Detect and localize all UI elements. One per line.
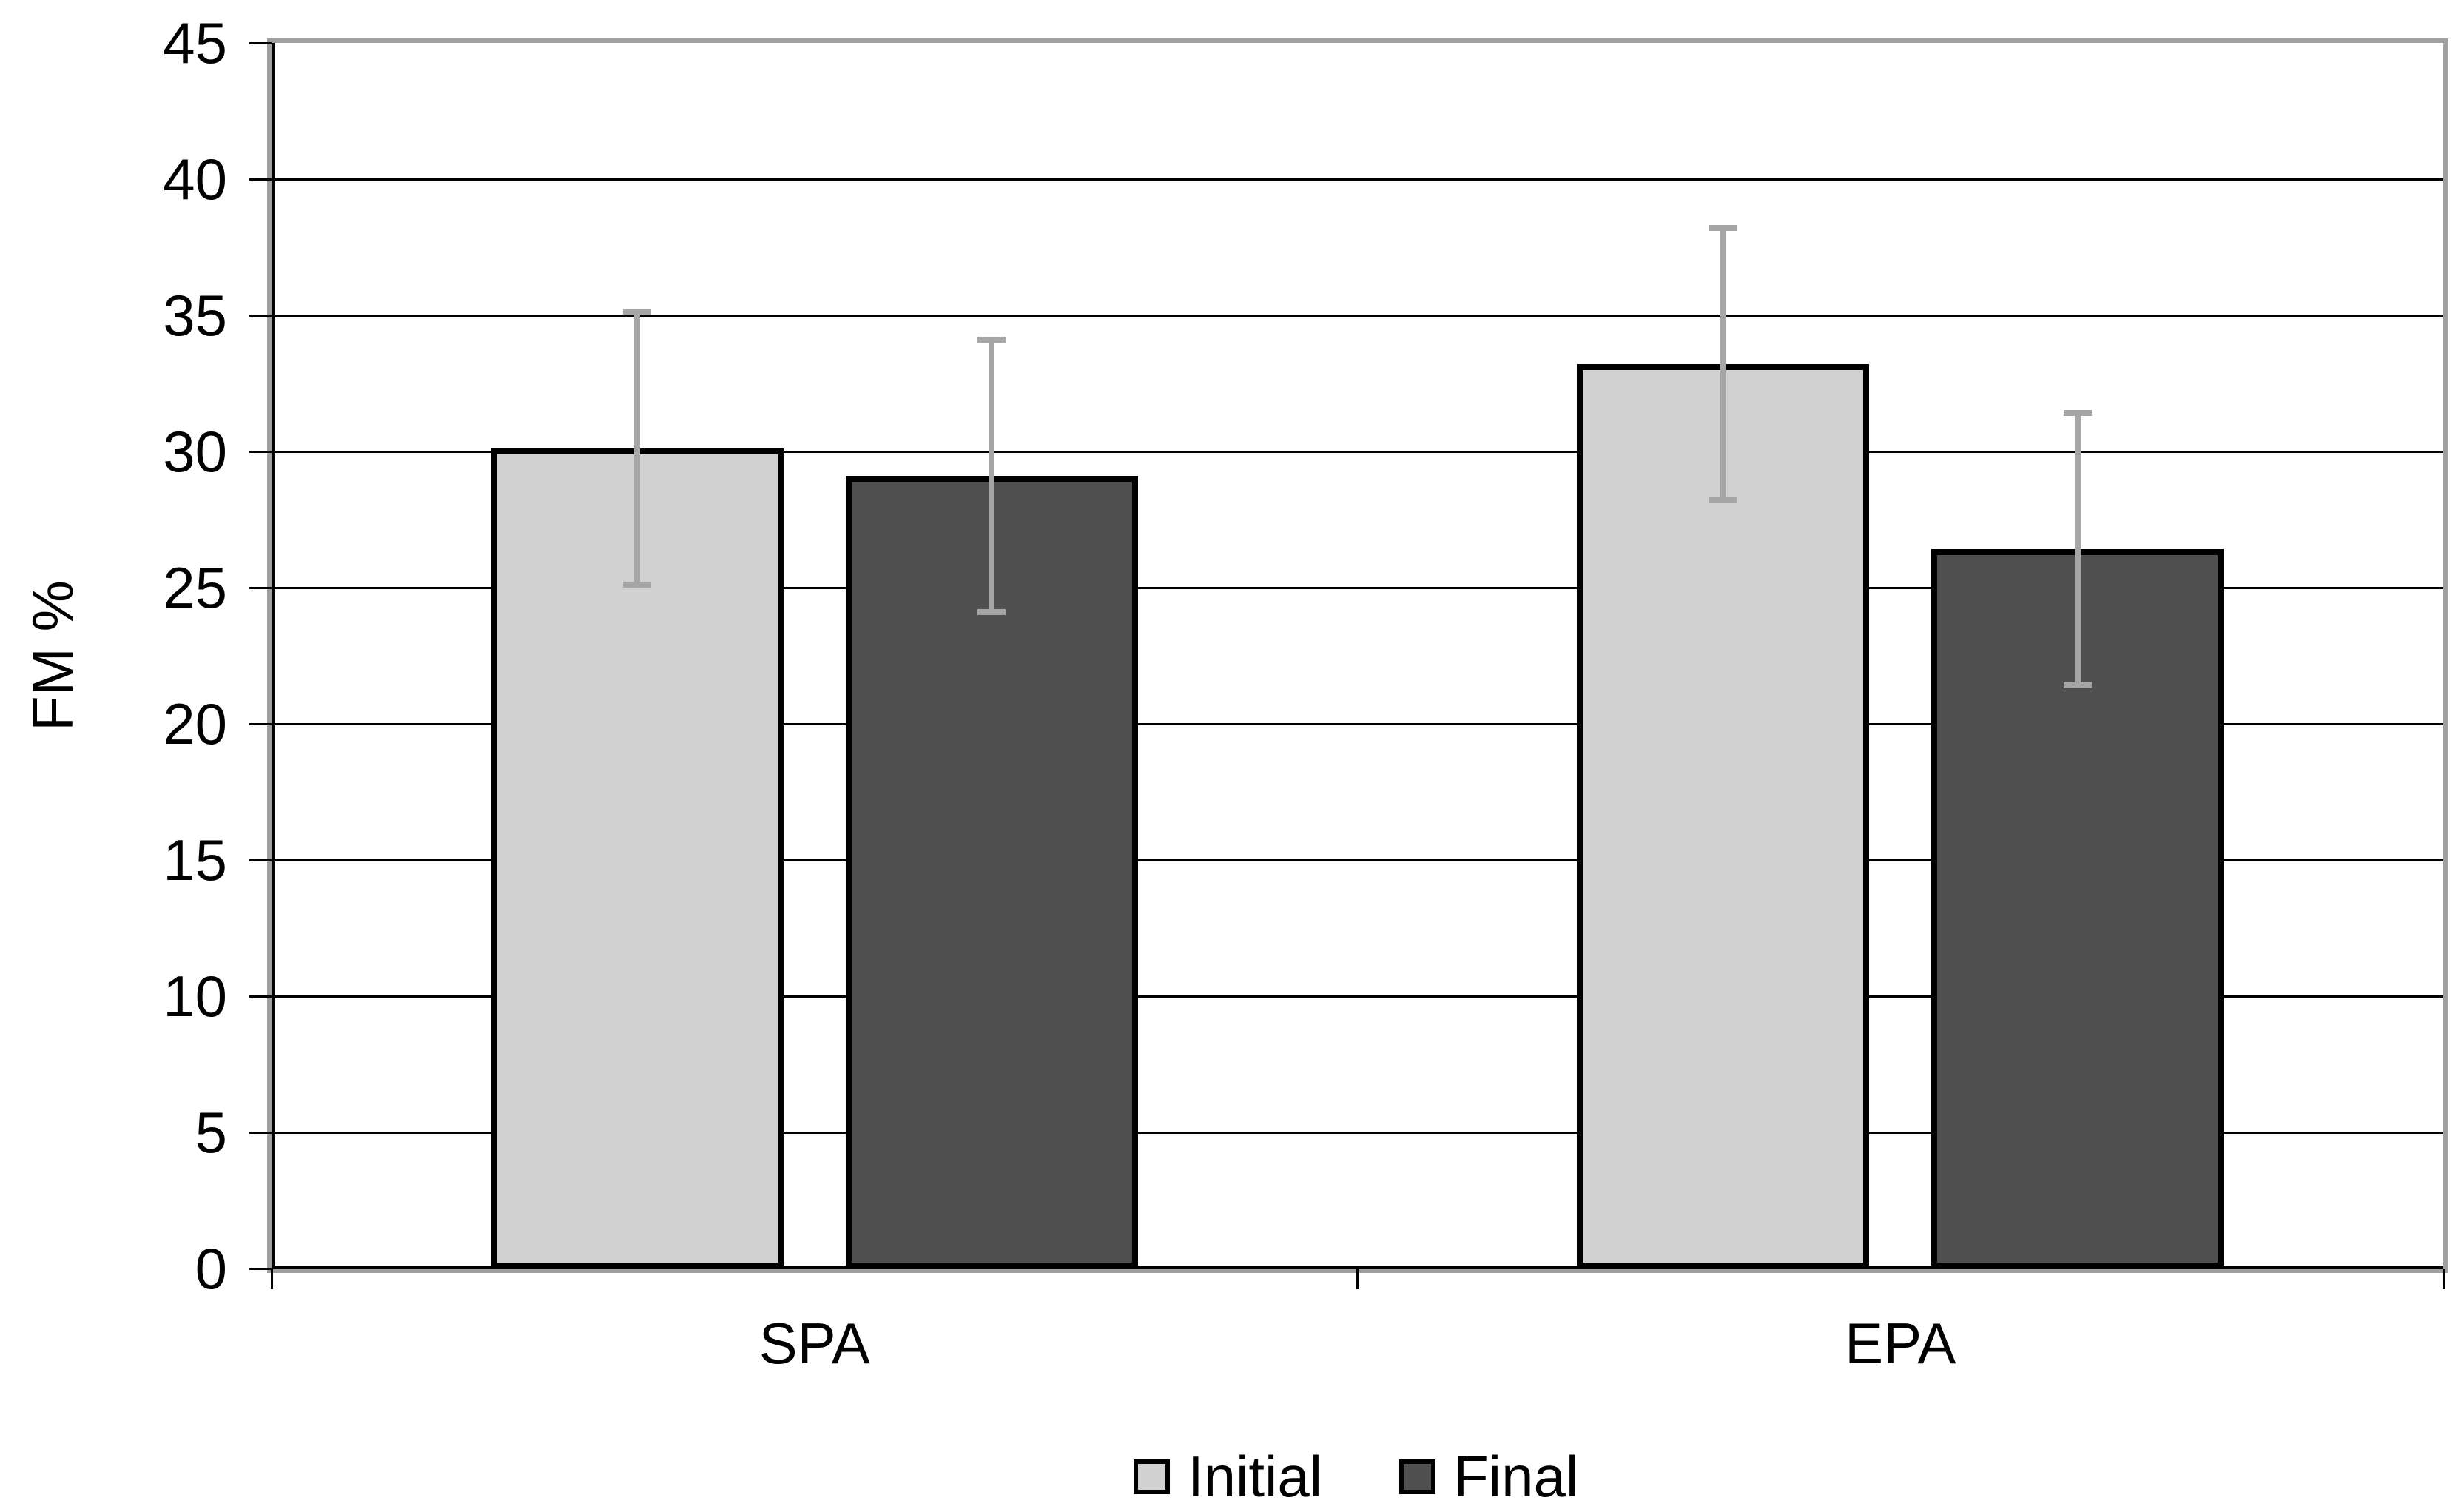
error-bar-cap-bottom-spa-initial [623, 582, 652, 588]
error-bar-cap-top-epa-initial [1709, 225, 1737, 232]
legend-label-final: Final [1453, 1444, 1579, 1509]
gridline-35 [272, 314, 2443, 317]
y-tick-5 [249, 1131, 272, 1134]
error-bar-spa-final [989, 340, 995, 613]
gridline-40 [272, 178, 2443, 181]
error-bar-cap-top-spa-final [977, 337, 1006, 343]
category-label-epa: EPA [1845, 1311, 1956, 1376]
error-bar-cap-top-spa-initial [623, 309, 652, 316]
y-tick-label-10: 10 [163, 964, 227, 1029]
y-tick-label-35: 35 [163, 283, 227, 348]
y-tick-label-5: 5 [195, 1100, 227, 1165]
error-bar-cap-bottom-epa-final [2063, 682, 2092, 689]
y-tick-35 [249, 314, 272, 317]
error-bar-epa-final [2074, 413, 2081, 686]
y-tick-30 [249, 450, 272, 453]
y-tick-label-15: 15 [163, 827, 227, 893]
y-tick-0 [249, 1267, 272, 1270]
y-tick-15 [249, 859, 272, 861]
gridline-5 [272, 1131, 2443, 1134]
category-label-spa: SPA [758, 1311, 870, 1376]
y-tick-label-25: 25 [163, 555, 227, 620]
y-tick-label-20: 20 [163, 691, 227, 756]
y-tick-20 [249, 722, 272, 725]
x-axis-line [272, 1266, 2443, 1269]
legend-item-initial: Initial [1134, 1448, 1322, 1505]
plot-area: 0 5 10 15 20 25 30 35 40 45 [163, 13, 2448, 1298]
y-tick-40 [249, 178, 272, 181]
y-tick-45 [249, 41, 272, 44]
y-tick-label-30: 30 [163, 419, 227, 484]
legend-swatch-final [1399, 1459, 1436, 1494]
gridline-10 [272, 995, 2443, 998]
y-tick-25 [249, 586, 272, 589]
legend-swatch-initial [1134, 1459, 1170, 1494]
y-tick-label-0: 0 [195, 1236, 227, 1301]
x-tick-2 [2442, 1269, 2445, 1289]
legend-label-initial: Initial [1188, 1444, 1323, 1509]
y-tick-label-45: 45 [163, 10, 227, 75]
error-bar-cap-bottom-epa-initial [1709, 497, 1737, 504]
y-tick-label-40: 40 [163, 147, 227, 212]
error-bar-cap-bottom-spa-final [977, 609, 1006, 616]
gridline-20 [272, 722, 2443, 725]
x-tick-0 [270, 1269, 273, 1289]
error-bar-spa-initial [634, 312, 641, 585]
legend-item-final: Final [1399, 1448, 1578, 1505]
error-bar-cap-top-epa-final [2063, 410, 2092, 417]
error-bar-epa-initial [1720, 228, 1726, 501]
gridline-15 [272, 859, 2443, 861]
y-axis-line [272, 43, 275, 1269]
x-tick-1 [1356, 1269, 1359, 1289]
bar-epa-initial [1577, 364, 1870, 1269]
gridline-25 [272, 586, 2443, 589]
legend: Initial Final [1134, 1448, 1578, 1505]
gridline-30 [272, 450, 2443, 453]
y-tick-10 [249, 995, 272, 998]
